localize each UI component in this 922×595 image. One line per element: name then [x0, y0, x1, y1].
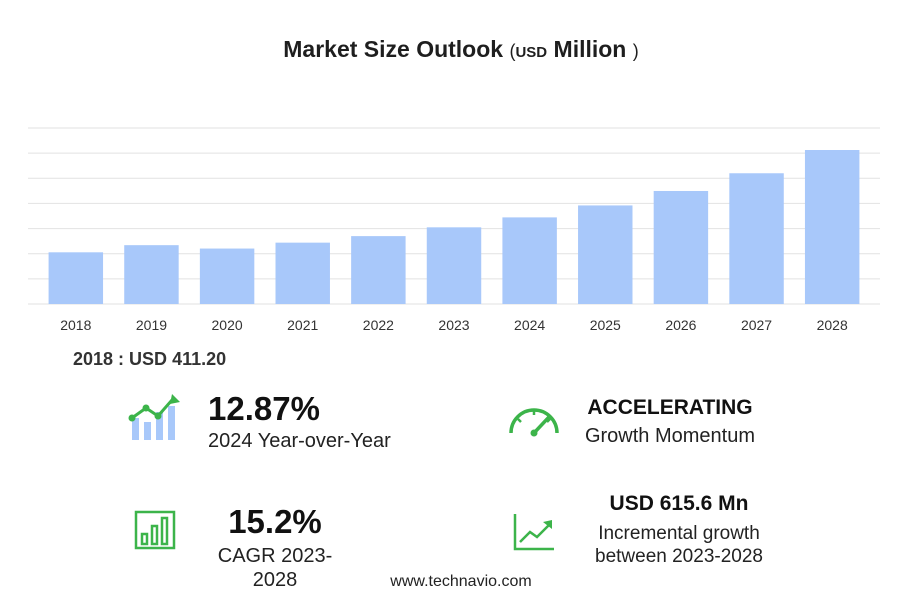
speedometer-icon [509, 408, 559, 437]
trend-line-icon [513, 514, 554, 551]
x-tick-label-2025: 2025 [590, 317, 621, 333]
base-year-amount: 411.20 [172, 349, 227, 369]
bar-2019 [124, 245, 179, 304]
momentum-stat: ACCELERATING Growth Momentum [576, 397, 764, 448]
x-tick-label-2028: 2028 [817, 317, 848, 333]
x-tick-label-2022: 2022 [363, 317, 394, 333]
title-unit-main: Million [553, 36, 627, 62]
chart-title: Market Size Outlook (USD Million ) [0, 36, 922, 63]
cagr-label: CAGR 2023-2028 [217, 545, 333, 591]
bar-2027 [729, 173, 784, 304]
cagr-stat: 15.2% CAGR 2023-2028 [198, 505, 352, 592]
incremental-value: USD 615.6 Mn [609, 492, 749, 515]
bar-2025 [578, 205, 633, 304]
bar-chart-icon [134, 510, 176, 550]
x-tick-label-2021: 2021 [287, 317, 318, 333]
yoy-value: 12.87% [208, 390, 320, 427]
yoy-stat: 12.87% 2024 Year-over-Year [208, 392, 391, 453]
title-main: Market Size Outlook [283, 36, 504, 62]
x-tick-label-2026: 2026 [665, 317, 696, 333]
incremental-stat: USD 615.6 Mn Incremental growth between … [586, 493, 772, 569]
x-tick-label-2027: 2027 [741, 317, 772, 333]
incremental-label-line1: Incremental growth [598, 523, 760, 544]
x-tick-label-2023: 2023 [438, 317, 469, 333]
title-open-paren: ( [509, 41, 516, 61]
yoy-label: 2024 Year-over-Year [208, 430, 391, 452]
momentum-value: ACCELERATING [587, 396, 753, 419]
bar-2026 [653, 190, 709, 304]
bar-2024 [502, 217, 557, 304]
bar-chart: 2018 2019 2020 2021 2022 2023 2024 2025 2026 2027… [28, 127, 880, 333]
bar-2020 [199, 248, 255, 304]
incremental-label-line2: between 2023-2028 [595, 545, 763, 567]
x-tick-label-2018: 2018 [60, 317, 91, 333]
bar-2021 [275, 242, 330, 304]
title-close-paren: ) [632, 41, 639, 61]
x-tick-label-2019: 2019 [136, 317, 167, 333]
momentum-label: Growth Momentum [584, 425, 756, 447]
bar-2018 [48, 252, 104, 304]
bar-2022 [351, 236, 406, 304]
growth-bars-icon [128, 394, 180, 440]
base-year-label: 2018 : USD [73, 349, 168, 369]
x-tick-label-2024: 2024 [514, 317, 545, 333]
bar-2028 [804, 150, 860, 304]
title-unit-prefix: USD [515, 44, 548, 61]
base-year-value: 2018 : USD 411.20 [73, 349, 226, 370]
x-tick-label-2020: 2020 [212, 317, 243, 333]
footer-website: www.technavio.com [390, 573, 532, 590]
cagr-value: 15.2% [228, 503, 322, 540]
bar-2023 [426, 227, 482, 304]
